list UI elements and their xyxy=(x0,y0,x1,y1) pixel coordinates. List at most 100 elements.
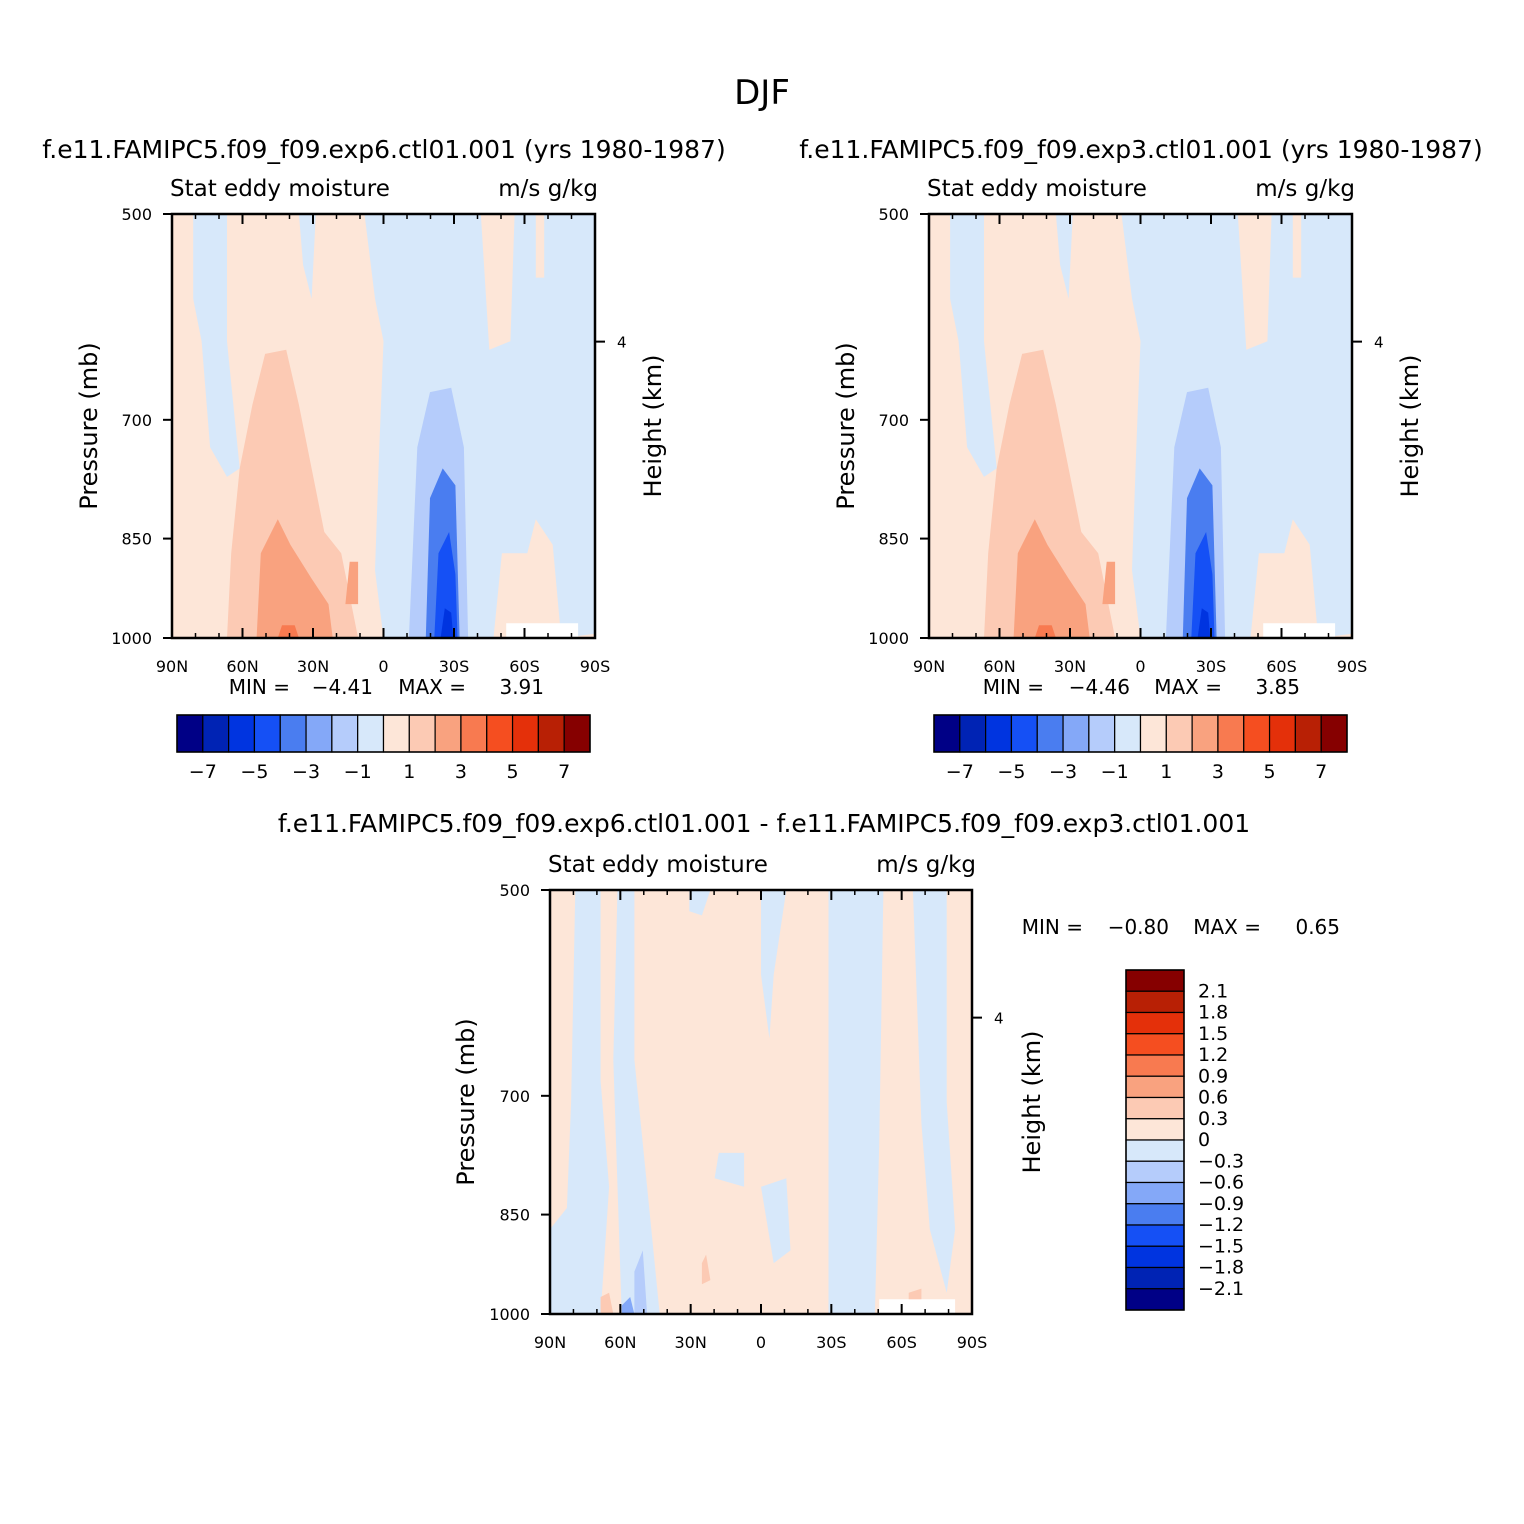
colorbar-swatch xyxy=(1125,1075,1185,1099)
colorbar-label: −1.5 xyxy=(1198,1235,1244,1257)
y-axis-right-label: Height (km) xyxy=(639,355,667,498)
colorbar-label: 1.2 xyxy=(1198,1044,1228,1066)
colorbar-swatch xyxy=(434,714,462,753)
colorbar-swatch xyxy=(1125,1118,1185,1141)
colorbar-label: −0.6 xyxy=(1198,1172,1244,1194)
max-label: MAX = xyxy=(1154,675,1222,699)
y-tick-label: 500 xyxy=(499,881,530,900)
x-tick-label: 30N xyxy=(1054,657,1086,676)
y-tick-label: 1000 xyxy=(111,629,152,648)
contour-negative-1 xyxy=(950,214,997,477)
x-tick-label: 90S xyxy=(1337,657,1368,676)
colorbar-label: 1 xyxy=(1160,761,1172,783)
colorbar: 2.11.81.51.20.90.60.30−0.3−0.6−0.9−1.2−1… xyxy=(1125,969,1244,1311)
colorbar-swatch xyxy=(1125,1224,1185,1247)
colorbar-label: 3 xyxy=(1212,761,1224,783)
colorbar-swatch xyxy=(985,714,1013,753)
colorbar-label: −7 xyxy=(946,761,974,783)
colorbar-label: 5 xyxy=(1264,761,1276,783)
colorbar: −7 −5 −3 −1 1 3 5 7 xyxy=(176,714,591,783)
y-tick-label: 850 xyxy=(878,530,909,549)
x-tick-label: 90S xyxy=(957,1333,988,1352)
y-tick-label: 500 xyxy=(878,205,909,224)
colorbar-swatch xyxy=(1125,1245,1185,1269)
panel-exp3: f.e11.FAMIPC5.f09_f09.exp3.ctl01.001 (yr… xyxy=(799,135,1482,783)
contour-negative-1 xyxy=(193,214,240,477)
contour-negative-1 xyxy=(550,890,610,1314)
min-label: MIN = xyxy=(1022,915,1083,939)
colorbar-swatch xyxy=(279,714,307,753)
x-tick-label: 60N xyxy=(604,1333,636,1352)
x-tick-label: 60N xyxy=(983,657,1015,676)
colorbar-swatch xyxy=(1139,714,1167,753)
colorbar-swatch xyxy=(1088,714,1116,753)
colorbar-swatch xyxy=(486,714,514,753)
colorbar-label: 0 xyxy=(1198,1129,1210,1151)
colorbar-label: −1 xyxy=(344,761,372,783)
min-label: MIN = xyxy=(229,675,290,699)
contour-positive-4 xyxy=(277,625,299,638)
colorbar-label: −7 xyxy=(189,761,217,783)
colorbar-swatch xyxy=(1125,1054,1185,1077)
y-tick-label: 700 xyxy=(121,411,152,430)
colorbar-label: 0.3 xyxy=(1198,1108,1228,1130)
y-axis-label: Pressure (mb) xyxy=(75,342,103,509)
colorbar-swatch xyxy=(1125,969,1185,992)
colorbar-label: 1.5 xyxy=(1198,1023,1228,1045)
max-value: 3.85 xyxy=(1255,675,1300,699)
colorbar-swatch xyxy=(1125,1160,1185,1184)
left-string: Stat eddy moisture xyxy=(170,176,390,202)
contour-positive-3 xyxy=(345,561,359,605)
contour-negative-4 xyxy=(434,532,458,638)
y-axis-label: Pressure (mb) xyxy=(452,1018,480,1185)
missing-data xyxy=(506,623,579,638)
right-string: m/s g/kg xyxy=(498,176,598,202)
max-value: 3.91 xyxy=(499,675,544,699)
y-tick-label: 1000 xyxy=(868,629,909,648)
min-value: −4.46 xyxy=(1069,675,1130,699)
colorbar-swatch xyxy=(933,714,961,753)
max-label: MAX = xyxy=(1193,915,1261,939)
y-axis-label: Pressure (mb) xyxy=(832,342,860,509)
colorbar-label: 2.1 xyxy=(1198,980,1228,1002)
axes: 90N 60N 30N 0 30S 60S 90S 500 700 850 1000 4 xyxy=(489,881,1003,1352)
x-tick-label: 30S xyxy=(439,657,470,676)
colorbar-label: −1.2 xyxy=(1198,1214,1244,1236)
contour-negative-1 xyxy=(761,1178,791,1264)
colorbar-swatch xyxy=(253,714,281,753)
y-tick-label: 700 xyxy=(878,411,909,430)
y-tick-label: 850 xyxy=(499,1206,530,1225)
colorbar-swatch xyxy=(1125,1139,1185,1162)
colorbar-swatch xyxy=(331,714,359,753)
colorbar-label: 7 xyxy=(1315,761,1327,783)
colorbar: −7 −5 −3 −1 1 3 5 7 xyxy=(933,714,1348,783)
missing-data xyxy=(1263,623,1336,638)
x-tick-label: 0 xyxy=(1135,657,1145,676)
contour-negative-1 xyxy=(298,214,316,299)
contour-positive-3 xyxy=(256,519,333,638)
y-right-tick-label: 4 xyxy=(994,1010,1004,1028)
colorbar-label: 1.8 xyxy=(1198,1002,1228,1024)
colorbar-label: 3 xyxy=(455,761,467,783)
contour-positive-2 xyxy=(984,349,1116,638)
contour-positive-1 xyxy=(1292,214,1302,278)
contour-negative-1 xyxy=(761,890,787,1039)
colorbar-swatch xyxy=(305,714,333,753)
panel-difference: f.e11.FAMIPC5.f09_f09.exp6.ctl01.001 - f… xyxy=(278,809,1340,1352)
colorbar-label: −1.8 xyxy=(1198,1257,1244,1279)
contour-negative-2 xyxy=(634,1250,648,1314)
contour-negative-1 xyxy=(828,890,884,1314)
contour-negative-5 xyxy=(440,608,454,638)
y-tick-label: 850 xyxy=(121,530,152,549)
colorbar-frame xyxy=(933,714,1348,753)
colorbar-label: −3 xyxy=(1049,761,1077,783)
contour-positive-2 xyxy=(908,1288,922,1300)
colorbar-swatch xyxy=(1125,1011,1185,1035)
contour-area xyxy=(550,890,972,1314)
colorbar-frame xyxy=(1125,969,1185,1311)
contour-positive-3 xyxy=(1013,519,1090,638)
colorbar-swatch xyxy=(1125,990,1185,1014)
colorbar-swatch xyxy=(511,714,539,753)
x-tick-label: 30N xyxy=(297,657,329,676)
colorbar-swatch xyxy=(202,714,230,753)
